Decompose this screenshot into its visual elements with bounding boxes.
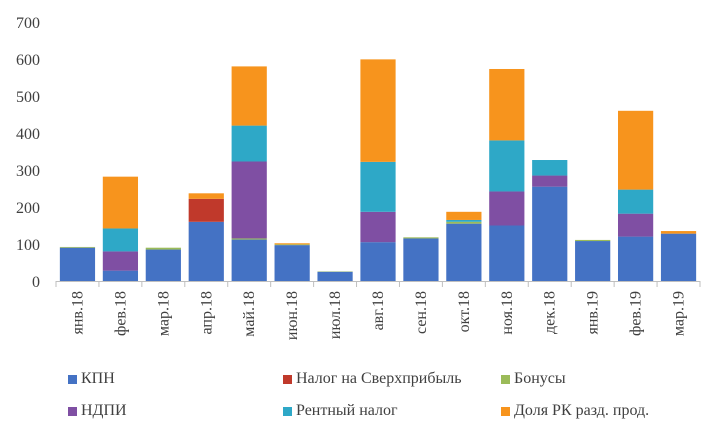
bar-segment [618,110,654,190]
x-tick-label: янв.18 [69,291,86,334]
x-tick-label: фев.18 [112,291,129,336]
bar-segment [618,189,654,214]
x-axis: янв.18 фев.18 мар.18 апр.18 май.18 июн.18 июл.… [55,281,701,340]
y-tick-label: 0 [32,274,40,291]
bar-segment [59,246,96,248]
bar-segment [360,161,396,212]
bar-segment [446,211,482,220]
bar-segment [575,239,611,242]
legend-item: Бонусы [501,370,566,388]
bar-segment [660,233,697,281]
bars [59,59,697,281]
y-axis: 0 100 200 300 400 500 600 700 [16,15,40,291]
bar-segment [575,241,611,281]
x-tick-label: июл.18 [327,291,344,339]
legend-label: Бонусы [514,370,566,387]
legend-swatch [501,406,510,416]
bar-segment [446,219,482,222]
legend-item: КПН [68,370,115,388]
legend-label: Доля РК разд. прод. [514,402,650,419]
bar-segment [360,211,396,243]
y-tick-label: 400 [16,126,40,143]
bar-segment [446,221,482,224]
y-tick-label: 700 [16,15,40,32]
x-tick-label: мар.18 [155,291,172,336]
bar-segment [274,243,310,245]
bar-segment [489,191,525,226]
bar-segment [145,247,181,250]
x-tick-label: июн.18 [284,291,301,340]
y-tick-label: 500 [16,89,40,106]
bar-segment [231,66,267,126]
y-tick-label: 300 [16,163,40,180]
bar-segment [660,231,697,234]
bar-segment [188,221,224,281]
x-tick-label: сен.18 [413,291,430,334]
bar-segment [360,59,396,162]
bar-segment [403,238,439,281]
bar-segment [274,245,310,281]
legend-item: НДПИ [68,402,127,420]
x-tick-label: май.18 [241,291,258,337]
legend-swatch [68,374,77,384]
y-tick-label: 100 [16,237,40,254]
bar-segment [102,251,139,271]
x-tick-label: ноя.18 [499,291,516,335]
legend-item: Рентный налог [283,402,398,420]
bar-segment [188,193,224,199]
bar-segment [532,186,568,281]
bar-segment [532,175,568,187]
bar-segment [231,239,267,281]
bar-segment [360,242,396,281]
legend-label: КПН [81,370,115,387]
bar-segment [231,161,267,239]
legend-item: Доля РК разд. прод. [501,402,649,420]
legend-label: Рентный налог [296,402,398,419]
bar-segment [274,244,310,246]
y-tick-label: 600 [16,52,40,69]
legend-swatch [283,374,292,384]
x-tick-label: авг.18 [370,291,387,330]
bar-segment [102,228,139,252]
bar-segment [489,68,525,141]
bar-segment [145,249,181,281]
bar-segment [489,140,525,192]
x-tick-label: янв.19 [585,291,602,334]
legend-swatch [283,406,292,416]
bar-segment [317,271,353,281]
bar-segment [188,198,224,222]
legend-item: Налог на Сверхприбыль [283,370,462,388]
bar-segment [403,237,439,239]
stacked-bar-chart: 0 100 200 300 400 500 600 700 янв.18 фев.18 мар.1… [16,15,701,340]
x-tick-label: фев.19 [628,291,645,336]
legend-label: Налог на Сверхприбыль [296,370,462,387]
x-tick-label: окт.18 [456,291,473,332]
bar-segment [618,236,654,281]
legend-label: НДПИ [81,402,127,419]
bar-segment [446,223,482,281]
bar-segment [59,247,96,281]
bar-segment [532,160,568,176]
bar-segment [231,125,267,162]
bar-segment [102,270,139,281]
legend-swatch [68,406,77,416]
bar-segment [102,176,139,229]
legend-swatch [501,374,510,384]
x-tick-label: апр.18 [198,291,215,334]
bar-segment [618,213,654,237]
bar-segment [489,225,525,281]
legend: КПН Налог на Сверхприбыль Бонусы НДПИ Рентны… [48,360,708,430]
bar-segment [231,238,267,240]
x-tick-label: мар.19 [671,291,688,336]
x-tick-label: дек.18 [542,291,559,334]
y-tick-label: 200 [16,200,40,217]
